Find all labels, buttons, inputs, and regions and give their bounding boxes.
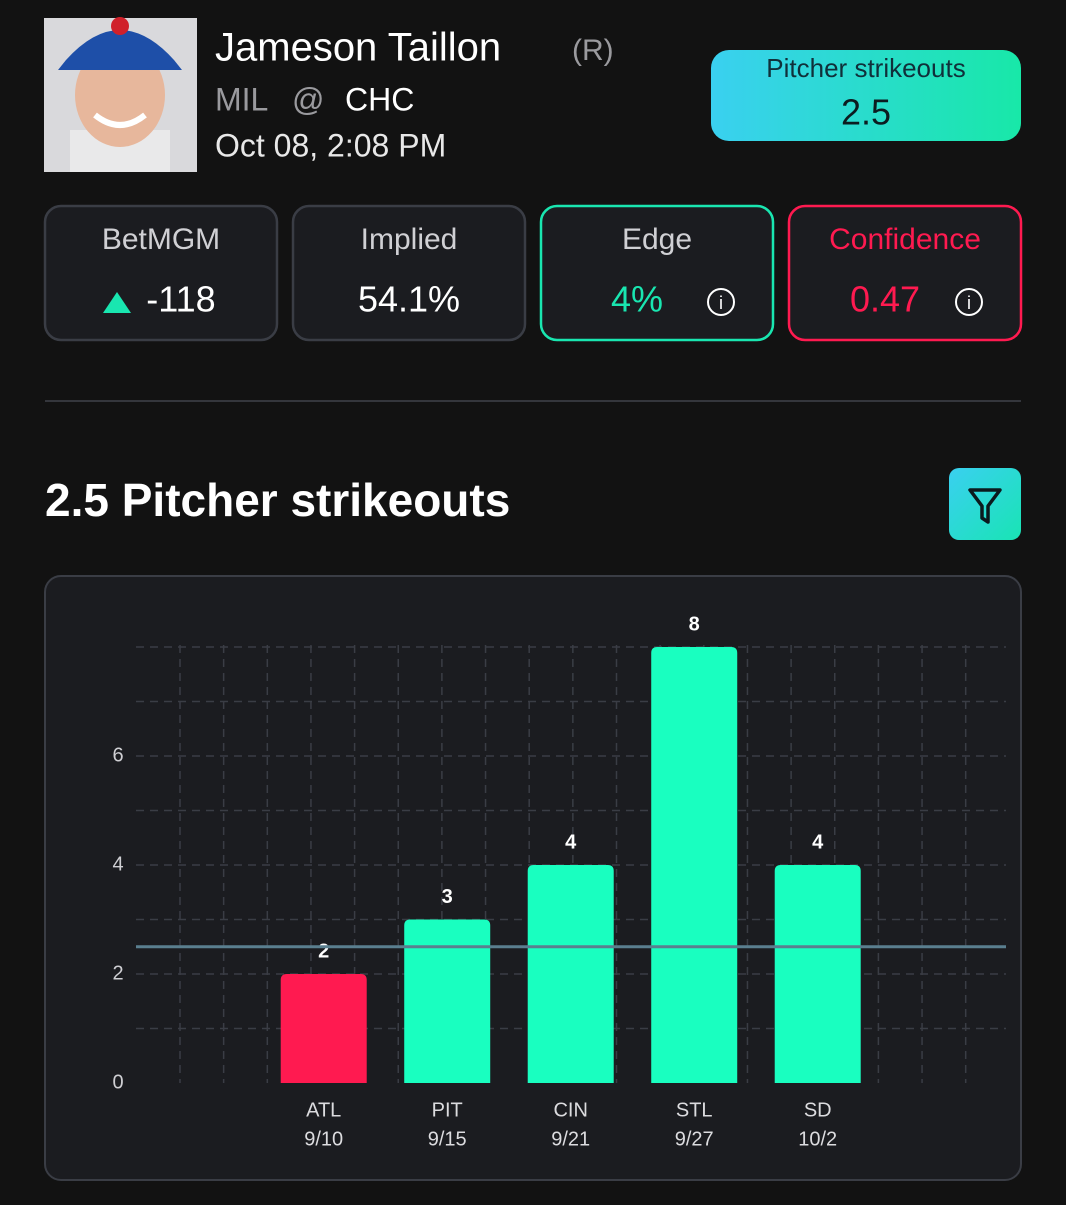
- stat-label: Confidence: [829, 223, 981, 256]
- prop-badge[interactable]: Pitcher strikeouts 2.5: [711, 50, 1021, 141]
- stat-card: [539, 204, 775, 342]
- game-time: Oct 08, 2:08 PM: [215, 127, 446, 163]
- stat-label: Edge: [622, 223, 692, 256]
- value-label: 3: [442, 886, 453, 908]
- player-name: Jameson Taillon: [215, 26, 501, 70]
- chart: 0 2 4 6 2 ATL 9/10 3 PIT 9/15 4 CIN 9/21 8 STL 9/27 4 SD 1…: [112, 613, 1006, 1150]
- bar: [527, 865, 614, 1083]
- y-tick-label: 2: [112, 962, 123, 984]
- up-arrow-icon: [103, 292, 131, 313]
- stat-value: 54.1%: [358, 279, 460, 320]
- matchup-separator: @: [292, 81, 324, 117]
- info-glyph: i: [719, 293, 723, 313]
- filter-button[interactable]: [949, 468, 1021, 540]
- info-icon[interactable]: i: [955, 288, 983, 316]
- stat-card: [43, 204, 279, 342]
- bar: [651, 647, 738, 1083]
- value-label: 4: [565, 831, 577, 853]
- value-label: 8: [689, 613, 700, 635]
- section-title: 2.5 Pitcher strikeouts: [45, 474, 510, 526]
- x-tick-date: 9/10: [304, 1128, 343, 1150]
- stat-value: 0.47: [850, 279, 920, 320]
- player-hand: (R): [572, 34, 614, 67]
- stat-card: [787, 204, 1023, 342]
- stat-label: BetMGM: [102, 223, 220, 256]
- x-tick-label: STL: [676, 1099, 713, 1121]
- x-tick-label: PIT: [432, 1099, 463, 1121]
- prop-line: 2.5: [841, 92, 891, 133]
- y-tick-label: 4: [112, 853, 123, 875]
- stat-value: -118: [146, 279, 215, 320]
- bar: [774, 865, 861, 1083]
- info-circle: [955, 288, 983, 316]
- away-team: MIL: [215, 81, 268, 117]
- stat-card: [291, 204, 527, 342]
- x-tick-date: 9/27: [675, 1128, 714, 1150]
- bar: [404, 919, 491, 1083]
- y-tick-label: 0: [112, 1071, 123, 1093]
- bar: [280, 974, 367, 1083]
- prop-label: Pitcher strikeouts: [766, 53, 965, 83]
- x-tick-label: ATL: [306, 1099, 341, 1121]
- prop-badge-bg: [711, 50, 1021, 141]
- x-tick-date: 9/21: [551, 1128, 590, 1150]
- x-tick-label: SD: [804, 1099, 832, 1121]
- info-glyph: i: [967, 293, 971, 313]
- x-tick-label: CIN: [553, 1099, 587, 1121]
- value-label: 2: [318, 940, 329, 962]
- x-tick-date: 9/15: [428, 1128, 467, 1150]
- y-tick-label: 6: [112, 744, 123, 766]
- value-label: 4: [812, 831, 824, 853]
- info-icon[interactable]: i: [707, 288, 735, 316]
- stat-cards: BetMGM -118 Implied 54.1% Edge i 4% Confidence i…: [43, 204, 1023, 342]
- home-team: CHC: [345, 81, 414, 117]
- stat-label: Implied: [361, 223, 458, 256]
- stat-value: 4%: [611, 279, 663, 320]
- player-photo: [44, 17, 197, 172]
- info-circle: [707, 288, 735, 316]
- x-tick-date: 10/2: [798, 1128, 837, 1150]
